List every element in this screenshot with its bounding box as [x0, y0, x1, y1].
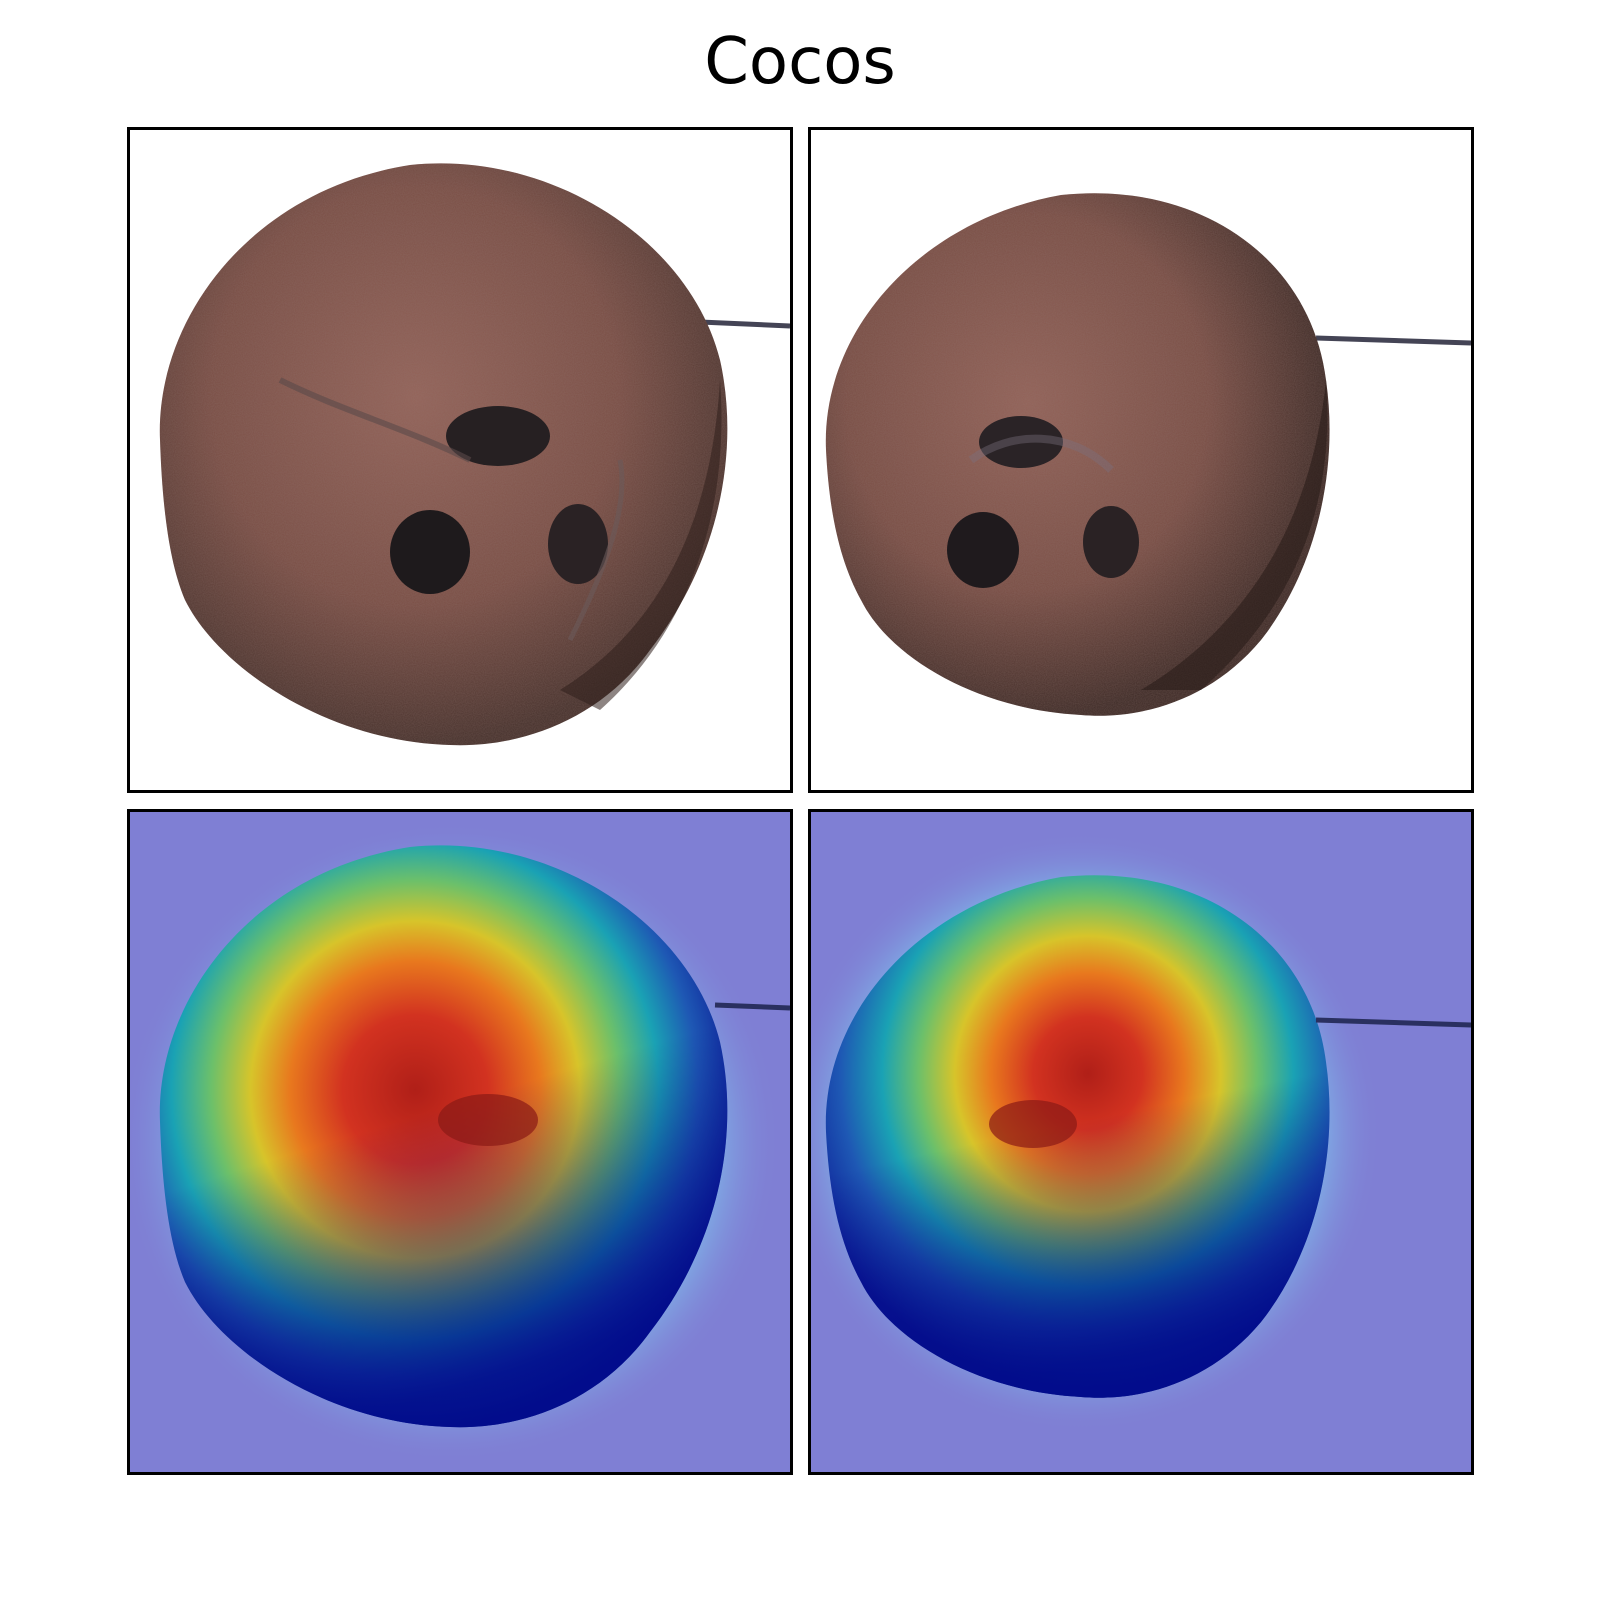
heatmap-left [130, 812, 790, 1472]
figure-title: Cocos [704, 25, 896, 99]
original-image-right [808, 127, 1474, 793]
original-image-left [127, 127, 793, 793]
coconut-photo-left [159, 163, 790, 746]
heatmap-right [811, 812, 1471, 1472]
heatmap-overlay-left [127, 809, 793, 1475]
coconut-photo-right [825, 193, 1471, 716]
heatmap-overlay-right [808, 809, 1474, 1475]
